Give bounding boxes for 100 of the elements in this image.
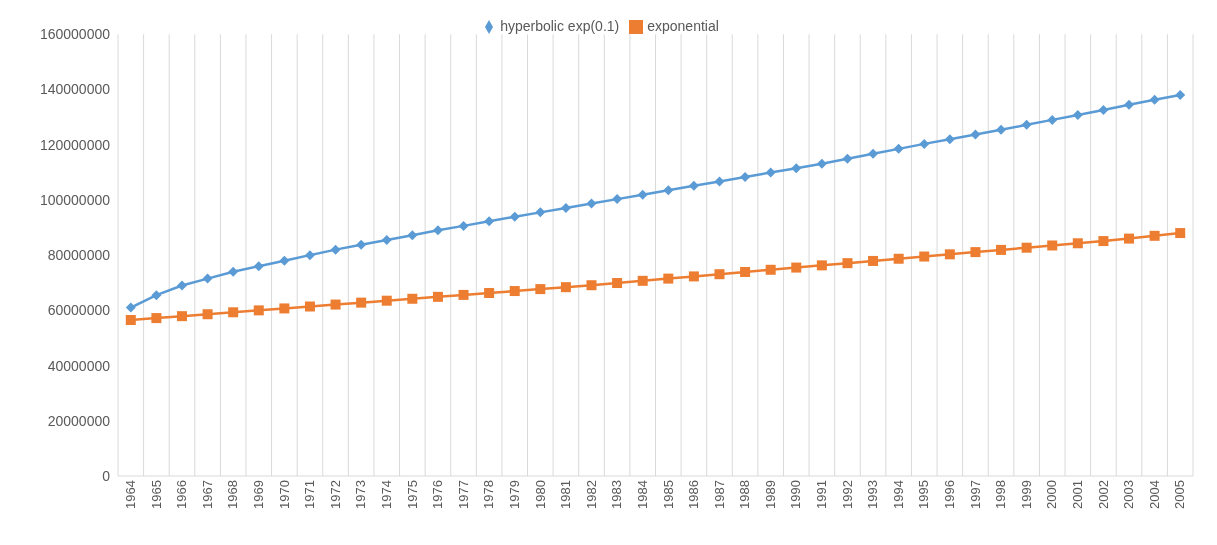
y-tick-label: 0 xyxy=(102,467,111,484)
x-tick-label: 1982 xyxy=(583,480,599,509)
x-tick-label: 1987 xyxy=(711,480,727,509)
x-tick-label: 1978 xyxy=(481,480,497,509)
x-tick-label: 1980 xyxy=(532,480,548,509)
y-tick-label: 160000000 xyxy=(39,26,111,43)
y-tick-label: 60000000 xyxy=(47,302,111,319)
point xyxy=(432,291,443,302)
point xyxy=(663,185,674,196)
point xyxy=(458,220,469,231)
y-tick-label: 80000000 xyxy=(47,247,111,264)
point xyxy=(765,264,776,275)
x-tick-label: 1965 xyxy=(148,480,164,509)
point xyxy=(1124,233,1135,244)
point xyxy=(688,180,699,191)
x-tick-label: 1985 xyxy=(660,480,676,509)
x-tick-label: 1993 xyxy=(865,480,881,509)
point xyxy=(407,293,418,304)
point xyxy=(535,284,546,295)
x-tick-label: 1972 xyxy=(327,480,343,509)
x-tick-label: 2004 xyxy=(1146,480,1162,509)
point xyxy=(996,244,1007,255)
point xyxy=(944,134,955,145)
point xyxy=(484,216,495,227)
point xyxy=(202,273,213,284)
x-tick-label: 1997 xyxy=(967,480,983,509)
x-tick-label: 1995 xyxy=(916,480,932,509)
point xyxy=(740,266,751,277)
x-tick-label: 1996 xyxy=(942,480,958,509)
point xyxy=(714,176,725,187)
x-tick-label: 1983 xyxy=(609,480,625,509)
x-tick-label: 1967 xyxy=(199,480,215,509)
x-tick-label: 1979 xyxy=(506,480,522,509)
point xyxy=(1072,109,1083,120)
point xyxy=(560,202,571,213)
x-tick-label: 1999 xyxy=(1018,480,1034,509)
point xyxy=(228,266,239,277)
x-tick-label: 1974 xyxy=(378,480,394,509)
point xyxy=(612,194,623,205)
x-tick-label: 1986 xyxy=(686,480,702,509)
point xyxy=(407,230,418,241)
point xyxy=(714,269,725,280)
x-tick-label: 1990 xyxy=(788,480,804,509)
point xyxy=(586,198,597,209)
y-tick-label: 120000000 xyxy=(39,136,111,153)
x-tick-label: 2002 xyxy=(1095,480,1111,509)
point xyxy=(970,247,981,258)
point xyxy=(356,297,367,308)
x-tick-label: 1975 xyxy=(404,480,420,509)
x-tick-label: 2000 xyxy=(1044,480,1060,509)
point xyxy=(304,250,315,261)
x-tick-label: 1970 xyxy=(276,480,292,509)
point xyxy=(1175,90,1186,101)
x-tick-label: 1969 xyxy=(251,480,266,509)
point xyxy=(816,260,827,271)
point xyxy=(151,290,162,301)
point xyxy=(637,275,648,286)
point xyxy=(1021,242,1032,253)
point xyxy=(586,280,597,291)
point xyxy=(919,138,930,149)
point xyxy=(740,172,751,183)
point xyxy=(1098,236,1109,247)
x-tick-label: 1994 xyxy=(890,480,906,509)
point xyxy=(151,313,162,324)
point xyxy=(816,158,827,169)
x-tick-label: 1989 xyxy=(762,480,778,509)
point xyxy=(330,299,341,310)
x-tick-label: 1977 xyxy=(455,480,471,509)
x-tick-label: 1991 xyxy=(814,480,830,509)
point xyxy=(330,244,341,255)
point xyxy=(1175,228,1186,239)
point xyxy=(919,251,930,262)
x-tick-label: 1981 xyxy=(558,480,574,509)
point xyxy=(688,271,699,282)
point xyxy=(304,301,315,312)
point xyxy=(612,278,623,289)
x-tick-label: 1976 xyxy=(430,480,446,509)
point xyxy=(996,124,1007,135)
point xyxy=(944,249,955,260)
x-tick-label: 1971 xyxy=(302,480,318,509)
point xyxy=(842,258,853,269)
point xyxy=(279,303,290,314)
point xyxy=(125,302,136,313)
x-tick-label: 2001 xyxy=(1070,480,1086,509)
y-tick-label: 20000000 xyxy=(47,412,111,429)
point xyxy=(1098,104,1109,115)
point xyxy=(970,129,981,140)
point xyxy=(1149,230,1160,241)
point xyxy=(791,163,802,174)
point xyxy=(1047,240,1058,251)
point xyxy=(176,311,187,322)
point xyxy=(1021,119,1032,130)
x-tick-label: 1984 xyxy=(634,480,650,509)
point xyxy=(663,273,674,284)
point xyxy=(893,143,904,154)
x-tick-label: 1973 xyxy=(353,480,369,509)
point xyxy=(432,225,443,236)
point xyxy=(791,262,802,273)
point xyxy=(868,255,879,266)
point xyxy=(279,255,290,266)
